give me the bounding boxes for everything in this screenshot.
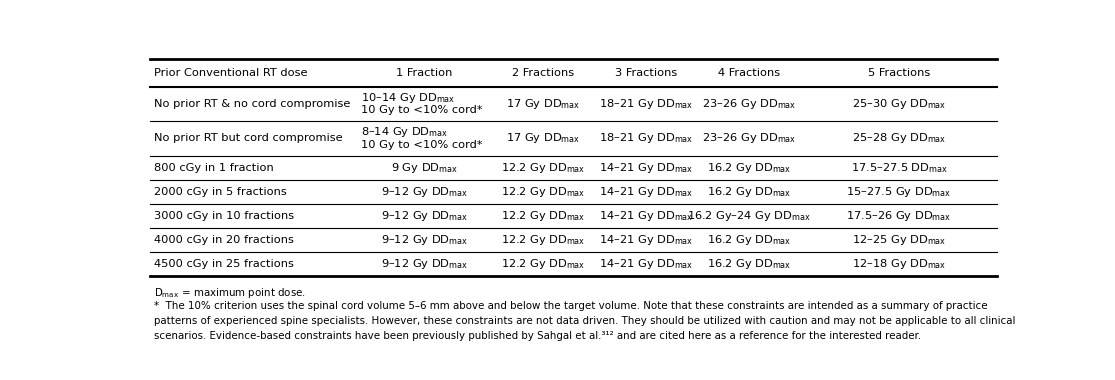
Text: 16.2 Gy–24 Gy DD$_{\mathrm{max}}$: 16.2 Gy–24 Gy DD$_{\mathrm{max}}$ <box>687 209 811 223</box>
Text: 17.5–26 Gy DD$_{\mathrm{max}}$: 17.5–26 Gy DD$_{\mathrm{max}}$ <box>846 209 951 223</box>
Text: 12.2 Gy DD$_{\mathrm{max}}$: 12.2 Gy DD$_{\mathrm{max}}$ <box>502 185 585 199</box>
Text: 15–27.5 Gy DD$_{\mathrm{max}}$: 15–27.5 Gy DD$_{\mathrm{max}}$ <box>846 185 951 199</box>
Text: 9–12 Gy DD$_{\mathrm{max}}$: 9–12 Gy DD$_{\mathrm{max}}$ <box>381 185 468 199</box>
Text: 16.2 Gy DD$_{\mathrm{max}}$: 16.2 Gy DD$_{\mathrm{max}}$ <box>707 233 792 247</box>
Text: 2000 cGy in 5 fractions: 2000 cGy in 5 fractions <box>154 187 287 196</box>
Text: 4000 cGy in 20 fractions: 4000 cGy in 20 fractions <box>154 234 294 245</box>
Text: 12.2 Gy DD$_{\mathrm{max}}$: 12.2 Gy DD$_{\mathrm{max}}$ <box>502 161 585 175</box>
Text: scenarios. Evidence-based constraints have been previously published by Sahgal e: scenarios. Evidence-based constraints ha… <box>154 331 921 342</box>
Text: No prior RT & no cord compromise: No prior RT & no cord compromise <box>154 99 350 109</box>
Text: 14–21 Gy DD$_{\mathrm{max}}$: 14–21 Gy DD$_{\mathrm{max}}$ <box>599 185 694 199</box>
Text: 12.2 Gy DD$_{\mathrm{max}}$: 12.2 Gy DD$_{\mathrm{max}}$ <box>502 233 585 247</box>
Text: 25–30 Gy DD$_{\mathrm{max}}$: 25–30 Gy DD$_{\mathrm{max}}$ <box>852 97 946 111</box>
Text: 14–21 Gy DD$_{\mathrm{max}}$: 14–21 Gy DD$_{\mathrm{max}}$ <box>599 256 694 271</box>
Text: 16.2 Gy DD$_{\mathrm{max}}$: 16.2 Gy DD$_{\mathrm{max}}$ <box>707 185 792 199</box>
Text: 10–14 Gy DD$_{\mathrm{max}}$: 10–14 Gy DD$_{\mathrm{max}}$ <box>361 91 456 105</box>
Text: No prior RT but cord compromise: No prior RT but cord compromise <box>154 133 342 143</box>
Text: 3 Fractions: 3 Fractions <box>615 68 677 78</box>
Text: 17.5–27.5 DD$_{\mathrm{max}}$: 17.5–27.5 DD$_{\mathrm{max}}$ <box>851 161 948 174</box>
Text: 23–26 Gy DD$_{\mathrm{max}}$: 23–26 Gy DD$_{\mathrm{max}}$ <box>702 131 796 146</box>
Text: D$_{\mathrm{max}}$ = maximum point dose.: D$_{\mathrm{max}}$ = maximum point dose. <box>154 286 306 300</box>
Text: 5 Fractions: 5 Fractions <box>867 68 930 78</box>
Text: 9 Gy DD$_{\mathrm{max}}$: 9 Gy DD$_{\mathrm{max}}$ <box>391 161 458 175</box>
Text: 17 Gy DD$_{\mathrm{max}}$: 17 Gy DD$_{\mathrm{max}}$ <box>506 97 580 111</box>
Text: 16.2 Gy DD$_{\mathrm{max}}$: 16.2 Gy DD$_{\mathrm{max}}$ <box>707 161 792 175</box>
Text: 12.2 Gy DD$_{\mathrm{max}}$: 12.2 Gy DD$_{\mathrm{max}}$ <box>502 209 585 223</box>
Text: 800 cGy in 1 fraction: 800 cGy in 1 fraction <box>154 163 274 173</box>
Text: 10 Gy to <10% cord*: 10 Gy to <10% cord* <box>361 139 483 150</box>
Text: 9–12 Gy DD$_{\mathrm{max}}$: 9–12 Gy DD$_{\mathrm{max}}$ <box>381 256 468 271</box>
Text: 18–21 Gy DD$_{\mathrm{max}}$: 18–21 Gy DD$_{\mathrm{max}}$ <box>599 97 694 111</box>
Text: 25–28 Gy DD$_{\mathrm{max}}$: 25–28 Gy DD$_{\mathrm{max}}$ <box>852 131 946 146</box>
Text: 9–12 Gy DD$_{\mathrm{max}}$: 9–12 Gy DD$_{\mathrm{max}}$ <box>381 233 468 247</box>
Text: 23–26 Gy DD$_{\mathrm{max}}$: 23–26 Gy DD$_{\mathrm{max}}$ <box>702 97 796 111</box>
Text: 17 Gy DD$_{\mathrm{max}}$: 17 Gy DD$_{\mathrm{max}}$ <box>506 131 580 146</box>
Text: 3000 cGy in 10 fractions: 3000 cGy in 10 fractions <box>154 211 294 221</box>
Text: 16.2 Gy DD$_{\mathrm{max}}$: 16.2 Gy DD$_{\mathrm{max}}$ <box>707 256 792 271</box>
Text: 18–21 Gy DD$_{\mathrm{max}}$: 18–21 Gy DD$_{\mathrm{max}}$ <box>599 131 694 146</box>
Text: 14–21 Gy DD$_{\mathrm{max}}$: 14–21 Gy DD$_{\mathrm{max}}$ <box>599 233 694 247</box>
Text: 8–14 Gy DD$_{\mathrm{max}}$: 8–14 Gy DD$_{\mathrm{max}}$ <box>361 125 448 139</box>
Text: *  The 10% criterion uses the spinal cord volume 5–6 mm above and below the targ: * The 10% criterion uses the spinal cord… <box>154 301 988 311</box>
Text: Prior Conventional RT dose: Prior Conventional RT dose <box>154 68 308 78</box>
Text: 12–25 Gy DD$_{\mathrm{max}}$: 12–25 Gy DD$_{\mathrm{max}}$ <box>852 233 946 247</box>
Text: 14–21 Gy DD$_{\mathrm{max}}$: 14–21 Gy DD$_{\mathrm{max}}$ <box>599 209 694 223</box>
Text: 10 Gy to <10% cord*: 10 Gy to <10% cord* <box>361 105 483 115</box>
Text: 4500 cGy in 25 fractions: 4500 cGy in 25 fractions <box>154 258 294 269</box>
Text: 2 Fractions: 2 Fractions <box>512 68 574 78</box>
Text: 4 Fractions: 4 Fractions <box>718 68 780 78</box>
Text: 1 Fraction: 1 Fraction <box>396 68 453 78</box>
Text: 12–18 Gy DD$_{\mathrm{max}}$: 12–18 Gy DD$_{\mathrm{max}}$ <box>852 256 946 271</box>
Text: 14–21 Gy DD$_{\mathrm{max}}$: 14–21 Gy DD$_{\mathrm{max}}$ <box>599 161 694 175</box>
Text: 12.2 Gy DD$_{\mathrm{max}}$: 12.2 Gy DD$_{\mathrm{max}}$ <box>502 256 585 271</box>
Text: 9–12 Gy DD$_{\mathrm{max}}$: 9–12 Gy DD$_{\mathrm{max}}$ <box>381 209 468 223</box>
Text: patterns of experienced spine specialists. However, these constraints are not da: patterns of experienced spine specialist… <box>154 316 1016 326</box>
